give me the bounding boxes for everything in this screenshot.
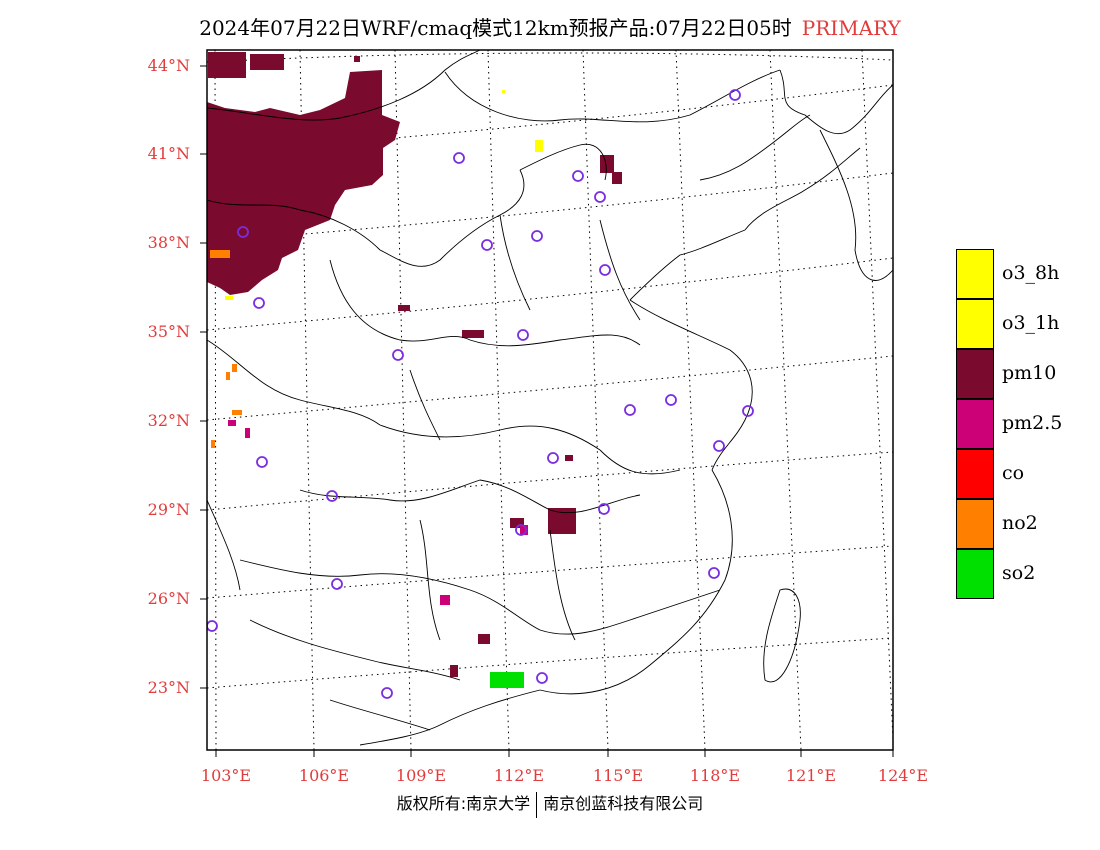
- lat-label: 41°N: [147, 144, 190, 163]
- legend-item-pm2-5: pm2.5: [956, 399, 1086, 449]
- map-title-text: 2024年07月22日WRF/cmaq模式12km预报产品:07月22日05时: [199, 16, 792, 40]
- legend-label: o3_1h: [1002, 312, 1060, 334]
- lon-label: 118°E: [689, 766, 741, 785]
- map-title: 2024年07月22日WRF/cmaq模式12km预报产品:07月22日05时 P…: [0, 12, 1100, 41]
- copyright-left: 版权所有:南京大学: [396, 794, 531, 813]
- legend-item-o3-8h: o3_8h: [956, 249, 1086, 299]
- lat-label: 23°N: [147, 678, 190, 697]
- boundary-lines: [207, 50, 893, 746]
- lat-label: 44°N: [147, 56, 190, 75]
- legend-item-o3-1h: o3_1h: [956, 299, 1086, 349]
- legend-swatch: [956, 399, 994, 449]
- lon-label: 106°E: [298, 766, 350, 785]
- legend-swatch: [956, 249, 994, 299]
- lon-label: 115°E: [592, 766, 644, 785]
- legend-label: pm10: [1002, 362, 1057, 384]
- lat-label: 38°N: [147, 233, 190, 252]
- legend-item-so2: so2: [956, 549, 1086, 599]
- lat-label: 35°N: [147, 322, 190, 341]
- legend-item-pm10: pm10: [956, 349, 1086, 399]
- copyright-right: 南京创蓝科技有限公司: [543, 794, 704, 813]
- lon-label: 109°E: [395, 766, 447, 785]
- lat-label: 32°N: [147, 411, 190, 430]
- legend-label: o3_8h: [1002, 262, 1060, 284]
- footer-separator: [536, 791, 538, 818]
- lat-label: 29°N: [147, 500, 190, 519]
- copyright-footer: 版权所有:南京大学 南京创蓝科技有限公司: [0, 790, 1100, 818]
- legend-swatch: [956, 349, 994, 399]
- legend-swatch: [956, 549, 994, 599]
- lon-label: 124°E: [877, 766, 929, 785]
- legend-swatch: [956, 499, 994, 549]
- lon-label: 112°E: [493, 766, 545, 785]
- axis-ticks: [200, 65, 894, 757]
- legend-label: co: [1002, 462, 1025, 484]
- legend-item-no2: no2: [956, 499, 1086, 549]
- primary-tag: PRIMARY: [801, 16, 901, 40]
- monitoring-stations: [207, 89, 754, 699]
- latitude-gridlines: [207, 52, 893, 689]
- map-frame: [206, 49, 894, 751]
- pm10-region-northwest: [207, 52, 400, 295]
- legend-label: pm2.5: [1002, 412, 1063, 434]
- lat-label: 26°N: [147, 589, 190, 608]
- lon-label: 103°E: [200, 766, 252, 785]
- legend-swatch: [956, 449, 994, 499]
- legend-label: no2: [1002, 512, 1038, 534]
- legend-label: so2: [1002, 562, 1036, 584]
- lon-label: 121°E: [785, 766, 837, 785]
- legend-swatch: [956, 299, 994, 349]
- legend: o3_8h o3_1h pm10 pm2.5 co no2 so2: [956, 249, 1086, 599]
- legend-item-co: co: [956, 449, 1086, 499]
